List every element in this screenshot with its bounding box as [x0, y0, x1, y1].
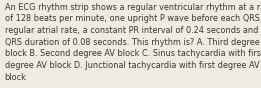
- Text: An ECG rhythm strip shows a regular ventricular rhythm at a rate
of 128 beats pe: An ECG rhythm strip shows a regular vent…: [5, 3, 261, 82]
